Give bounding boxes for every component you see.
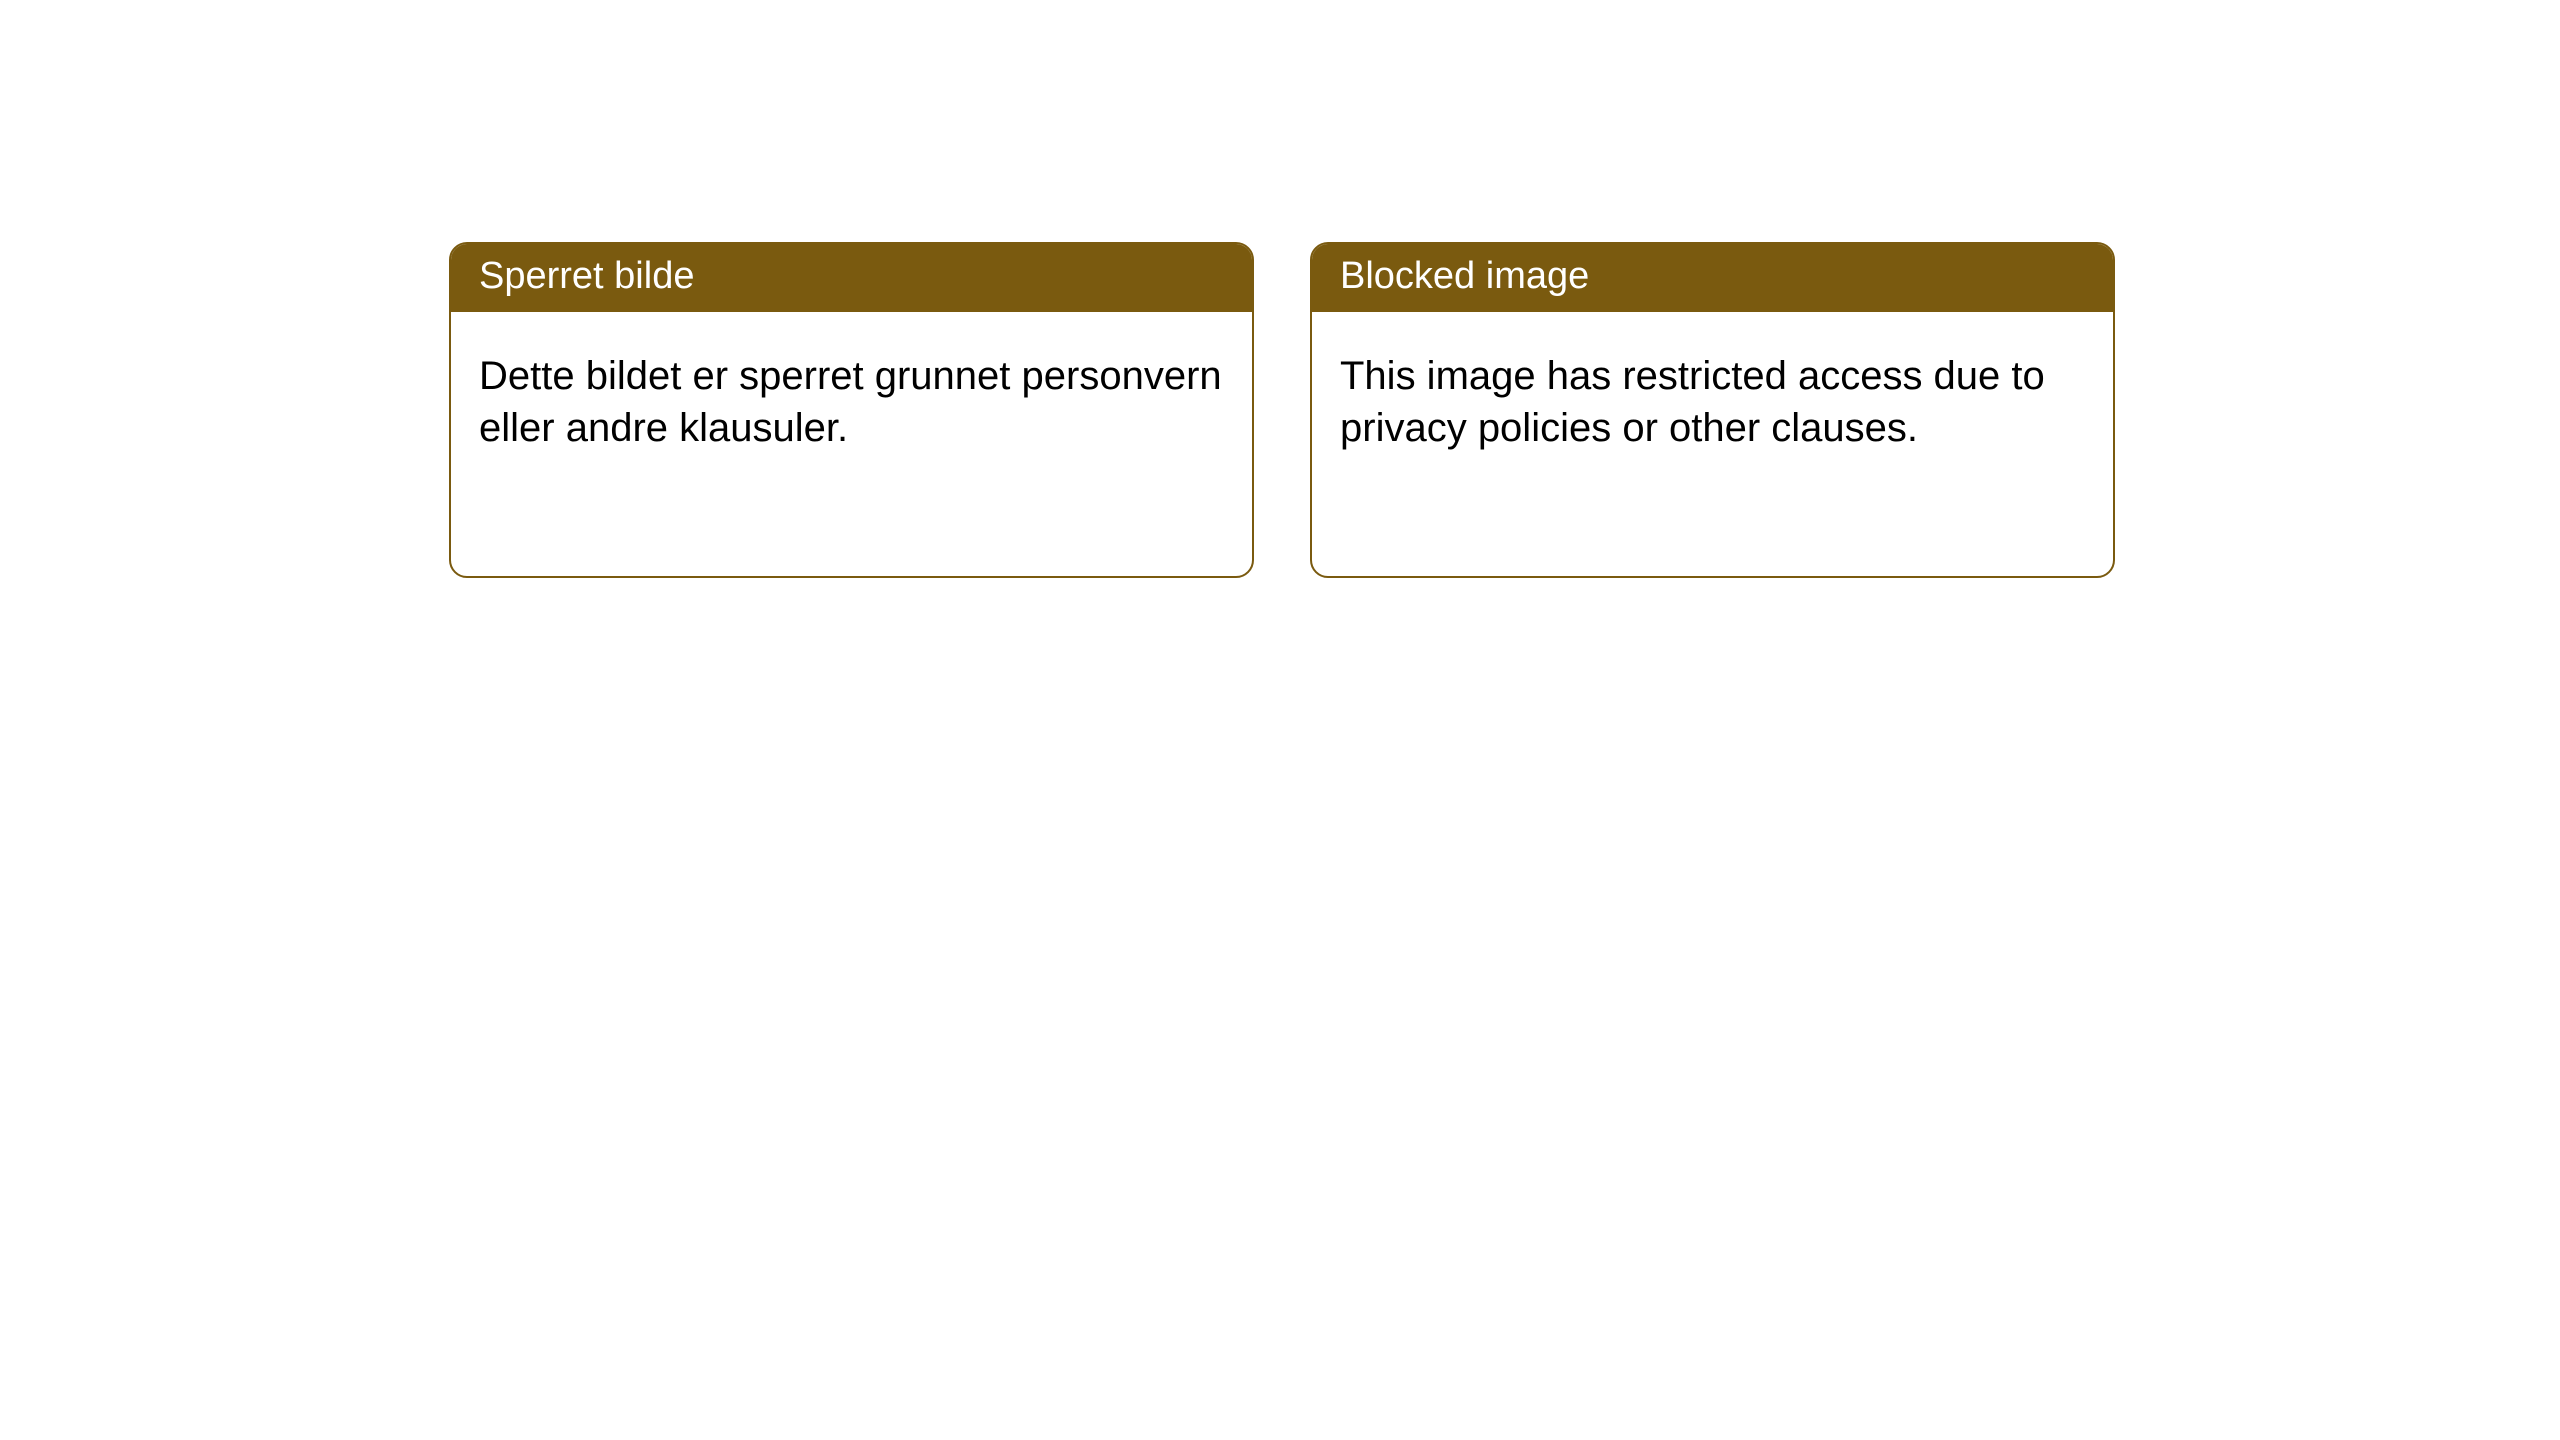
notice-cards-row: Sperret bilde Dette bildet er sperret gr… [0, 0, 2560, 578]
blocked-image-card-english: Blocked image This image has restricted … [1310, 242, 2115, 578]
card-title: Blocked image [1312, 244, 2113, 312]
card-body-text: Dette bildet er sperret grunnet personve… [451, 312, 1252, 492]
card-body-text: This image has restricted access due to … [1312, 312, 2113, 492]
blocked-image-card-norwegian: Sperret bilde Dette bildet er sperret gr… [449, 242, 1254, 578]
card-title: Sperret bilde [451, 244, 1252, 312]
